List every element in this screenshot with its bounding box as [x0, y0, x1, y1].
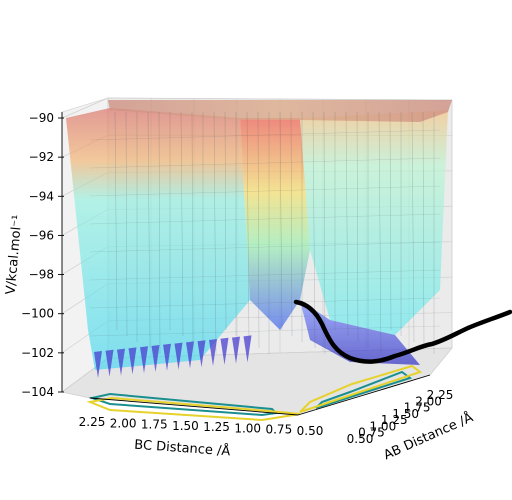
ab-tick-label: 0.50 — [347, 432, 374, 446]
ab-tick-label: 1.75 — [404, 401, 431, 415]
surface-spike — [197, 340, 206, 368]
bc-axis-ticks: 2.25 2.00 1.75 1.50 1.25 1.00 0.75 0.50 — [79, 415, 324, 438]
bc-tick-label: 1.75 — [141, 418, 168, 432]
z-axis-ticks: −90 −92 −94 −96 −98 −100 −102 −104 — [21, 111, 64, 399]
bc-tick-label: 2.25 — [79, 415, 106, 429]
surface-top-plateau — [108, 100, 452, 122]
surface-spike — [232, 336, 240, 364]
z-tick-label: −98 — [29, 268, 54, 282]
z-tick-label: −104 — [21, 385, 54, 399]
z-tick-label: −90 — [29, 111, 54, 125]
surface-spike — [243, 335, 252, 363]
z-tick: −98 — [29, 268, 64, 282]
bc-tick-label: 1.25 — [203, 420, 230, 434]
contour-teal-right — [315, 370, 413, 409]
surface-mesh — [89, 111, 441, 355]
surface-spike — [209, 339, 217, 366]
z-tick: −100 — [21, 307, 64, 321]
z-tick: −104 — [21, 385, 64, 399]
z-tick-label: −94 — [29, 189, 54, 203]
bc-tick-label: 1.00 — [234, 421, 261, 435]
ab-tick-label: 1.25 — [381, 413, 408, 427]
surface-spike — [151, 345, 160, 372]
trajectory-line — [293, 299, 512, 364]
ab-tick-label: 0.75 — [358, 426, 385, 440]
surface-edge-spikes — [94, 335, 252, 378]
ab-tick-label: 2.25 — [427, 388, 454, 402]
axis-lines — [61, 112, 431, 416]
z-tick: −90 — [29, 111, 64, 125]
surface-exit-valley — [300, 300, 420, 365]
surface-spike — [105, 349, 114, 377]
surface-spike — [94, 351, 102, 378]
trajectory — [293, 299, 512, 364]
surface-left-wall — [66, 108, 250, 370]
surface-spike — [220, 337, 229, 365]
z-tick: −96 — [29, 228, 64, 242]
ab-tick-label: 1.50 — [392, 407, 419, 421]
z-tick-label: −100 — [21, 307, 54, 321]
bc-tick-label: 1.50 — [172, 419, 199, 433]
z-tick-label: −92 — [29, 150, 54, 164]
surface-spike — [140, 346, 148, 374]
potential-surface — [66, 100, 452, 370]
surface-spike — [117, 348, 125, 376]
ab-tick-label: 2.00 — [415, 394, 442, 408]
bc-tick-label: 0.75 — [265, 423, 292, 437]
z-axis-title: V/kcal.mol⁻¹ — [4, 214, 26, 295]
ab-tick-label: 1.00 — [369, 419, 396, 433]
z-tick: −102 — [21, 346, 64, 360]
z-tick-label: −102 — [21, 346, 54, 360]
z-tick-label: −96 — [29, 228, 54, 242]
bc-tick-label: 0.50 — [297, 424, 324, 438]
bc-axis-title: BC Distance /Å — [134, 437, 231, 460]
surface-spike — [163, 343, 171, 371]
surface-center-ridge — [240, 118, 310, 330]
surface-right-wall — [300, 110, 448, 335]
contour-gold-right — [299, 364, 423, 413]
z-tick: −94 — [29, 189, 64, 203]
ab-axis-ticks: 0.500.751.001.251.501.752.002.25 — [347, 388, 454, 446]
bc-tick-label: 2.00 — [110, 416, 137, 430]
z-tick: −92 — [29, 150, 64, 164]
surface-spike — [128, 347, 137, 375]
surface-spike — [174, 342, 183, 370]
surface-spike — [186, 341, 194, 369]
